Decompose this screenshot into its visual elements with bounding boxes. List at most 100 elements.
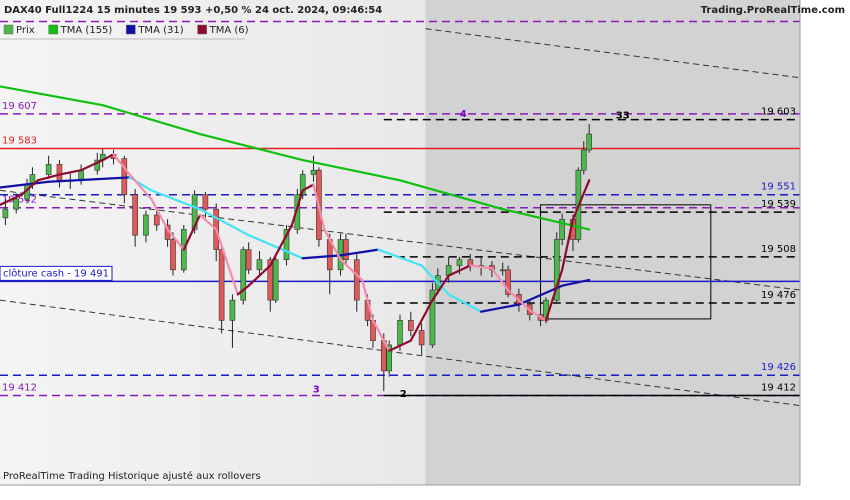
chart-title: DAX40 Full1224 15 minutes 19 593 +0,50 %… [4, 5, 382, 16]
level-label: 19 412 [761, 382, 796, 393]
ma-segment [0, 85, 104, 107]
candle-body [170, 239, 176, 271]
ma-segment [339, 248, 380, 257]
ma-segment [301, 254, 342, 260]
zone-rectangle [540, 204, 712, 320]
candle-body [299, 174, 306, 196]
price-axis-bg [800, 0, 850, 500]
ma-segment [447, 293, 483, 313]
legend-swatch [3, 24, 14, 35]
ma-segment [339, 258, 364, 282]
candle-body [343, 239, 349, 261]
ma-segment [101, 104, 202, 136]
legend-label: TMA (31) [137, 25, 183, 36]
ma-segment [58, 169, 83, 176]
candle-body [559, 218, 565, 240]
ma-segment [215, 228, 239, 296]
level-label: 19 412 [2, 382, 37, 393]
ma-segment [544, 268, 564, 322]
candle-body [202, 194, 209, 210]
level-label-box [0, 265, 113, 281]
legend-swatch [197, 24, 207, 35]
brand: Trading.ProRealTime.com [701, 5, 845, 16]
candle-body [245, 249, 252, 271]
candle-body [429, 289, 436, 346]
candle-body [553, 239, 560, 301]
candle-body [229, 299, 236, 321]
candle-body [45, 164, 52, 175]
ma-segment [571, 179, 591, 221]
annotation: 3 [313, 385, 320, 396]
ma-segment [409, 299, 434, 342]
level-label: 19 583 [2, 136, 37, 147]
ma-segment [150, 189, 202, 211]
ma-segment [79, 158, 104, 172]
ma-segment [371, 319, 391, 352]
ma-segment [561, 278, 591, 287]
trendline [425, 28, 801, 79]
ma-segment [388, 339, 412, 352]
candle-body [418, 330, 425, 346]
candle-body [310, 169, 317, 175]
level-label: 19 539 [761, 199, 796, 210]
level-label: 19 508 [761, 244, 796, 255]
ma-segment [377, 248, 423, 267]
candle-body [408, 320, 414, 331]
ma-segment [36, 173, 61, 182]
ma-segment [112, 153, 131, 176]
ma-segment [236, 284, 250, 296]
ma-segment [198, 132, 304, 162]
candle-body [2, 208, 9, 219]
annotation: 33 [616, 110, 630, 121]
legend-swatch [126, 24, 136, 35]
candle-body [256, 259, 263, 271]
ma-segment [182, 213, 202, 251]
candle-body [283, 229, 290, 261]
ma-segment [247, 234, 304, 260]
level-label: clôture cash - 19 491 [3, 267, 109, 279]
candle-body [505, 269, 511, 295]
candle-body [191, 194, 198, 230]
ma-segment [301, 183, 315, 192]
ma-segment [501, 208, 591, 231]
legend-swatch [48, 24, 58, 35]
ma-segment [398, 179, 504, 211]
ma-segment [490, 267, 510, 292]
legend-label: TMA (155) [60, 25, 113, 36]
ma-segment [150, 197, 169, 231]
day-background [425, 0, 800, 485]
ma-segment [420, 264, 450, 296]
annotation: 2 [400, 389, 407, 400]
legend-label: TMA (6) [209, 25, 249, 36]
level-label: 19 603 [761, 107, 796, 118]
ma-segment [166, 228, 185, 251]
footer: ProRealTime Trading Historique ajusté au… [3, 470, 261, 482]
candle-body [272, 259, 279, 301]
candle-body [94, 159, 101, 171]
level-label: 19 542 [2, 195, 37, 206]
level-label: 19 551 [761, 182, 796, 193]
ma-segment [247, 264, 272, 287]
candle-body [456, 259, 463, 266]
ma-segment [528, 309, 548, 322]
candle-body [153, 214, 160, 226]
ma-segment [361, 278, 375, 322]
candle-body [13, 198, 20, 210]
candle-body [397, 320, 403, 346]
candle-body [218, 249, 225, 321]
candle-body [499, 269, 506, 272]
ma-segment [198, 213, 218, 231]
ma-segment [20, 179, 39, 196]
candle-body [56, 164, 63, 181]
ma-segment [301, 158, 402, 182]
level-label: 19 607 [2, 101, 37, 112]
ma-segment [101, 153, 115, 162]
ma-segment [312, 183, 326, 231]
candle-body [580, 149, 587, 171]
ma-segment [561, 218, 575, 271]
time-axis-bg [0, 485, 800, 500]
candle-body [78, 169, 84, 181]
candle-body [267, 259, 274, 301]
trendline [0, 299, 801, 407]
